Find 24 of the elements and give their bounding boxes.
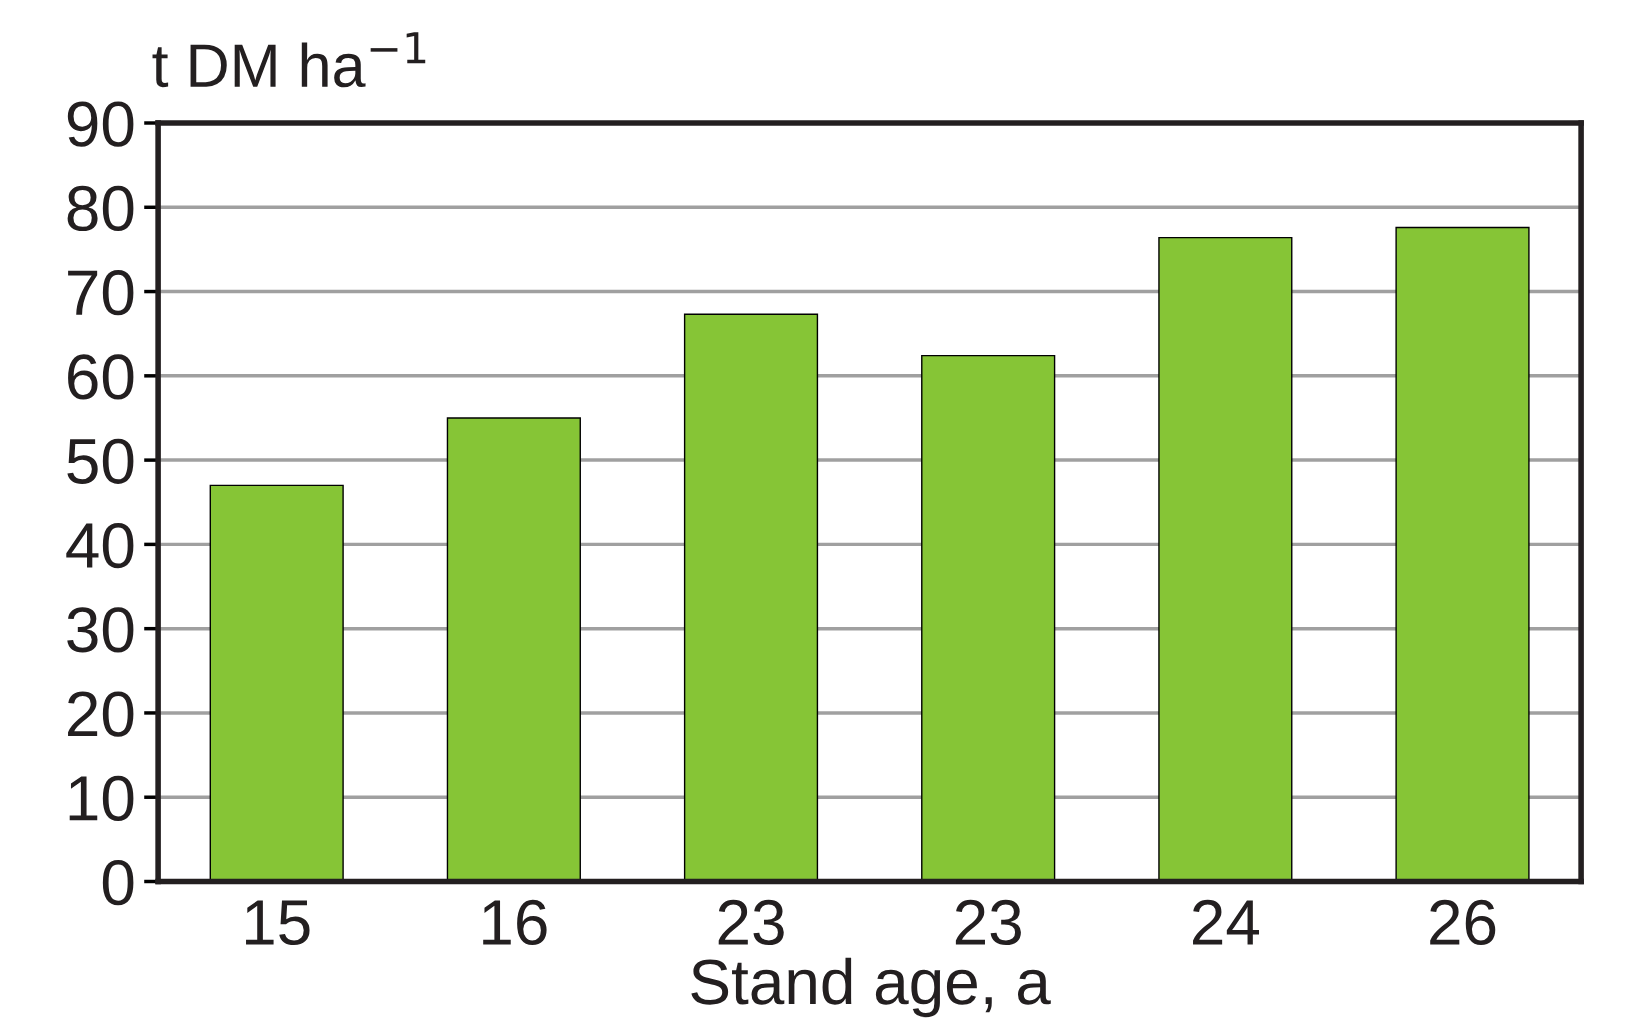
x-tick-label: 23 [718,899,784,946]
y-tick-label: 90 [67,101,134,147]
y-tick-label: 20 [68,691,134,737]
y-tick-label: 30 [67,607,134,653]
x-axis-title: Stand age, a [691,957,1051,1018]
y-tick-label: 40 [66,522,134,569]
x-tick-label: 23 [955,899,1021,946]
bar [1395,226,1530,882]
bar [446,417,581,882]
x-tick-label: 15 [246,900,310,946]
y-tick-label: 50 [67,438,134,484]
y-tick-label: 60 [68,354,134,400]
bar [683,313,819,882]
y-tick-label: 70 [68,270,134,316]
x-tick-label: 24 [1193,899,1260,945]
y-tick-label: 0 [102,860,134,906]
y-tick-label: 10 [69,775,134,821]
bar [1158,236,1293,882]
x-tick-label: 26 [1430,899,1496,946]
y-axis-title: t DM ha$^{−1}$ [152,32,426,88]
y-tick-label: 80 [67,185,134,232]
bar [921,354,1056,882]
bar [209,484,344,882]
x-tick-label: 16 [483,899,547,946]
